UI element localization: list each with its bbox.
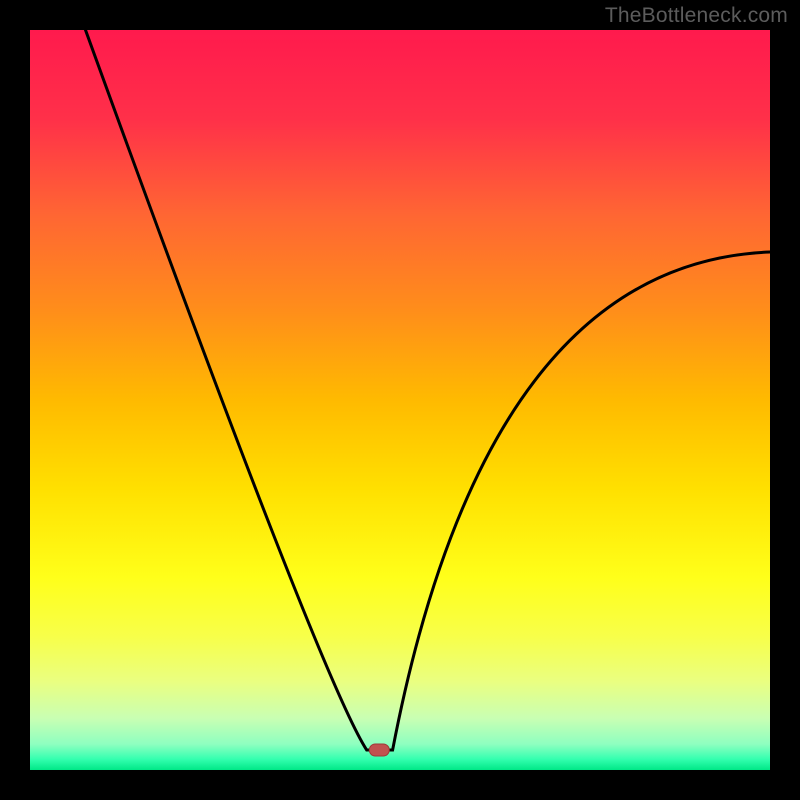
chart-svg [0,0,800,800]
minimum-marker [369,744,389,756]
plot-area [30,30,770,770]
watermark-text: TheBottleneck.com [605,4,788,28]
chart-frame: TheBottleneck.com [0,0,800,800]
